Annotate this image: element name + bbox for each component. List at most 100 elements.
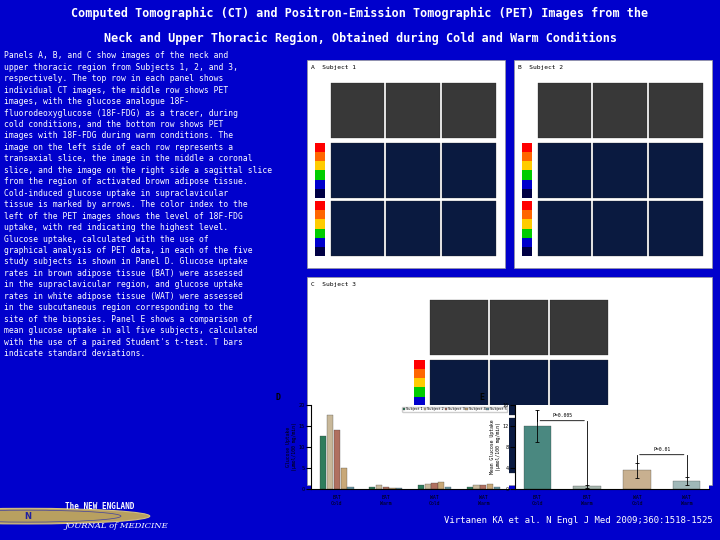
- FancyBboxPatch shape: [522, 188, 532, 198]
- FancyBboxPatch shape: [315, 228, 325, 238]
- Text: Panels A, B, and C show images of the neck and
upper thoracic region from Subjec: Panels A, B, and C show images of the ne…: [4, 51, 271, 358]
- FancyBboxPatch shape: [414, 369, 425, 379]
- Text: P=0.005: P=0.005: [552, 413, 572, 418]
- Bar: [487, 484, 493, 489]
- Bar: [333, 430, 340, 489]
- FancyBboxPatch shape: [522, 211, 532, 219]
- FancyBboxPatch shape: [330, 143, 384, 198]
- FancyBboxPatch shape: [442, 83, 496, 138]
- Text: B  Subject 2: B Subject 2: [518, 65, 563, 70]
- FancyBboxPatch shape: [522, 201, 532, 211]
- FancyBboxPatch shape: [593, 83, 647, 138]
- FancyBboxPatch shape: [522, 161, 532, 171]
- Text: Virtanen KA et al. N Engl J Med 2009;360:1518-1525: Virtanen KA et al. N Engl J Med 2009;360…: [444, 516, 713, 525]
- Text: E: E: [480, 393, 485, 402]
- FancyBboxPatch shape: [593, 143, 647, 198]
- FancyBboxPatch shape: [442, 201, 496, 256]
- FancyBboxPatch shape: [315, 188, 325, 198]
- FancyBboxPatch shape: [414, 427, 425, 436]
- Bar: [390, 488, 395, 489]
- Bar: [573, 486, 600, 489]
- Text: Neck and Upper Thoracic Region, Obtained during Cold and Warm Conditions: Neck and Upper Thoracic Region, Obtained…: [104, 32, 616, 45]
- Text: The NEW ENGLAND: The NEW ENGLAND: [65, 502, 134, 511]
- Text: A  Subject 1: A Subject 1: [310, 65, 356, 70]
- FancyBboxPatch shape: [522, 228, 532, 238]
- FancyBboxPatch shape: [414, 436, 425, 446]
- Y-axis label: Glucose Uptake
(μmol/100 mg/min): Glucose Uptake (μmol/100 mg/min): [287, 422, 297, 471]
- FancyBboxPatch shape: [414, 464, 425, 472]
- FancyBboxPatch shape: [315, 211, 325, 219]
- FancyBboxPatch shape: [315, 219, 325, 228]
- FancyBboxPatch shape: [522, 247, 532, 256]
- FancyBboxPatch shape: [414, 396, 425, 406]
- FancyBboxPatch shape: [538, 201, 591, 256]
- Bar: [673, 481, 701, 489]
- FancyBboxPatch shape: [522, 179, 532, 188]
- Bar: [494, 487, 500, 489]
- FancyBboxPatch shape: [315, 171, 325, 179]
- Bar: [327, 415, 333, 489]
- FancyBboxPatch shape: [414, 455, 425, 464]
- FancyBboxPatch shape: [490, 360, 548, 415]
- FancyBboxPatch shape: [315, 152, 325, 161]
- FancyBboxPatch shape: [315, 161, 325, 171]
- Text: N: N: [24, 511, 31, 521]
- FancyBboxPatch shape: [414, 446, 425, 455]
- Legend: Subject 1, Subject 2, Subject 3, Subject 4, Subject 5: Subject 1, Subject 2, Subject 3, Subject…: [402, 407, 508, 412]
- Bar: [523, 426, 551, 489]
- Bar: [445, 487, 451, 489]
- FancyBboxPatch shape: [490, 418, 548, 472]
- Text: P=0.01: P=0.01: [653, 447, 670, 452]
- FancyBboxPatch shape: [522, 143, 532, 152]
- FancyBboxPatch shape: [550, 300, 608, 355]
- Bar: [431, 483, 438, 489]
- FancyBboxPatch shape: [538, 83, 591, 138]
- FancyBboxPatch shape: [307, 60, 505, 268]
- Bar: [369, 488, 375, 489]
- FancyBboxPatch shape: [315, 238, 325, 247]
- FancyBboxPatch shape: [538, 143, 591, 198]
- Bar: [438, 482, 444, 489]
- FancyBboxPatch shape: [414, 360, 425, 369]
- Bar: [418, 485, 424, 489]
- FancyBboxPatch shape: [649, 201, 703, 256]
- FancyBboxPatch shape: [387, 201, 440, 256]
- Text: JOURNAL of MEDICINE: JOURNAL of MEDICINE: [65, 522, 168, 530]
- Text: D: D: [276, 393, 280, 402]
- Text: Computed Tomographic (CT) and Positron-Emission Tomographic (PET) Images from th: Computed Tomographic (CT) and Positron-E…: [71, 8, 649, 21]
- Circle shape: [0, 508, 150, 524]
- FancyBboxPatch shape: [315, 179, 325, 188]
- FancyBboxPatch shape: [430, 360, 488, 415]
- FancyBboxPatch shape: [649, 143, 703, 198]
- Bar: [320, 436, 326, 489]
- FancyBboxPatch shape: [513, 60, 712, 268]
- FancyBboxPatch shape: [307, 277, 712, 485]
- FancyBboxPatch shape: [442, 143, 496, 198]
- Bar: [467, 487, 473, 489]
- Bar: [473, 485, 480, 489]
- FancyBboxPatch shape: [330, 201, 384, 256]
- FancyBboxPatch shape: [414, 387, 425, 396]
- FancyBboxPatch shape: [387, 143, 440, 198]
- FancyBboxPatch shape: [522, 152, 532, 161]
- Bar: [425, 484, 431, 489]
- FancyBboxPatch shape: [649, 83, 703, 138]
- Bar: [382, 487, 389, 489]
- FancyBboxPatch shape: [430, 300, 488, 355]
- FancyBboxPatch shape: [490, 300, 548, 355]
- FancyBboxPatch shape: [414, 418, 425, 427]
- FancyBboxPatch shape: [430, 418, 488, 472]
- Bar: [480, 484, 487, 489]
- FancyBboxPatch shape: [593, 201, 647, 256]
- FancyBboxPatch shape: [315, 201, 325, 211]
- FancyBboxPatch shape: [550, 360, 608, 415]
- FancyBboxPatch shape: [315, 143, 325, 152]
- FancyBboxPatch shape: [330, 83, 384, 138]
- FancyBboxPatch shape: [387, 83, 440, 138]
- Bar: [347, 487, 354, 489]
- Y-axis label: Mean Glucose Uptake
(μmol/100 mg/min): Mean Glucose Uptake (μmol/100 mg/min): [490, 420, 501, 474]
- FancyBboxPatch shape: [550, 418, 608, 472]
- FancyBboxPatch shape: [522, 171, 532, 179]
- Bar: [341, 468, 347, 489]
- Bar: [624, 470, 651, 489]
